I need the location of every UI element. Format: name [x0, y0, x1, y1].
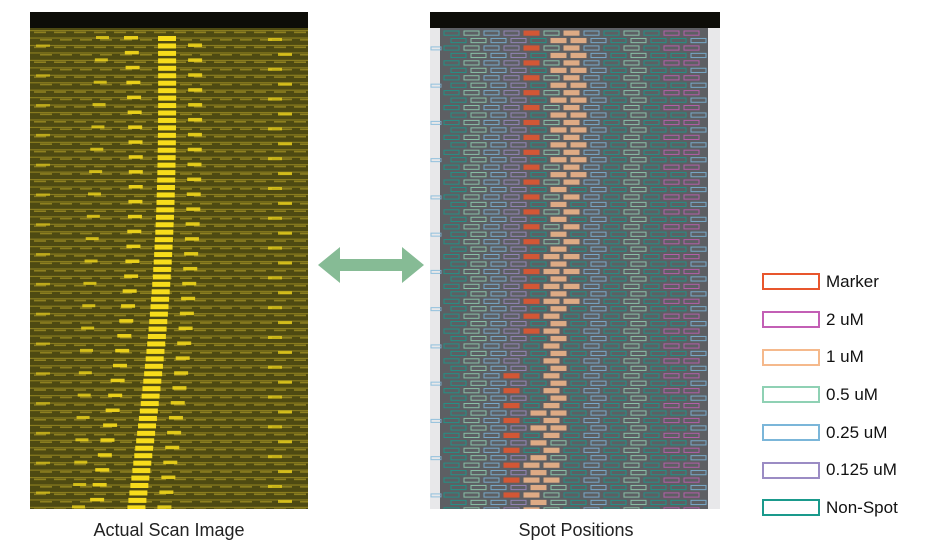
legend-item-0-5um: 0.5 uM — [762, 376, 947, 414]
legend-label: Non-Spot — [826, 497, 898, 517]
legend-item-non-spot: Non-Spot — [762, 489, 947, 527]
spot-grid-graphic — [430, 30, 707, 509]
legend-swatch — [762, 311, 820, 329]
legend-label: 2 uM — [826, 309, 864, 329]
caption-actual-scan: Actual Scan Image — [93, 520, 245, 540]
legend-label: 0.25 uM — [826, 422, 888, 442]
spot-positions-image — [430, 12, 720, 509]
legend-item-1um: 1 uM — [762, 338, 947, 376]
legend: Marker 2 uM 1 uM 0.5 uM 0.25 uM 0.125 uM… — [762, 263, 947, 527]
legend-label: 0.5 uM — [826, 384, 878, 404]
legend-label: Marker — [826, 271, 879, 291]
legend-swatch — [762, 424, 820, 442]
legend-item-2um: 2 uM — [762, 301, 947, 339]
legend-swatch — [762, 273, 820, 291]
scan-image-graphic — [30, 30, 308, 509]
caption-spot-positions: Spot Positions — [518, 520, 634, 540]
spot-top-bar — [430, 12, 720, 28]
legend-swatch — [762, 499, 820, 517]
legend-swatch — [762, 386, 820, 404]
actual-scan-image — [30, 12, 308, 509]
legend-label: 0.125 uM — [826, 460, 897, 480]
legend-item-0-25um: 0.25 uM — [762, 414, 947, 452]
legend-item-0-125um: 0.125 uM — [762, 451, 947, 489]
legend-swatch — [762, 348, 820, 366]
legend-swatch — [762, 461, 820, 479]
scan-top-bar — [30, 12, 308, 28]
legend-item-marker: Marker — [762, 263, 947, 301]
legend-label: 1 uM — [826, 347, 864, 367]
double-arrow-icon — [318, 247, 424, 283]
